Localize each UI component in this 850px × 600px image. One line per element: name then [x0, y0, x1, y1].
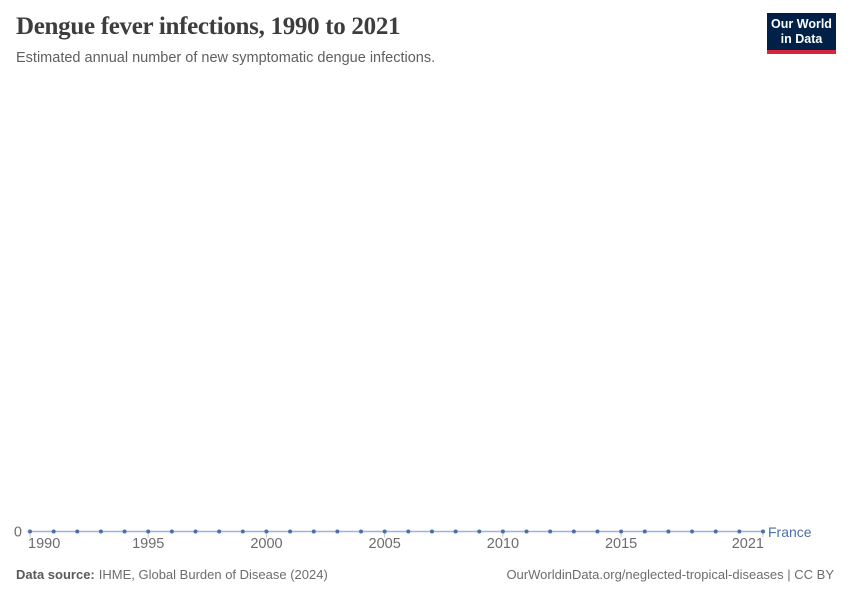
- credit-link[interactable]: OurWorldinData.org/neglected-tropical-di…: [506, 567, 834, 582]
- x-tick-label: 2005: [369, 536, 401, 552]
- owid-logo-line2: in Data: [780, 32, 823, 46]
- data-point-marker: [169, 529, 174, 534]
- data-point-marker: [28, 529, 32, 534]
- owid-logo[interactable]: Our World in Data: [767, 13, 836, 54]
- data-point-marker: [51, 529, 56, 534]
- data-point-marker: [737, 529, 742, 534]
- x-tick-label: 2000: [250, 536, 282, 552]
- data-point-marker: [193, 529, 198, 534]
- data-point-marker: [619, 529, 624, 534]
- data-point-marker: [98, 529, 103, 534]
- data-point-marker: [477, 529, 482, 534]
- data-point-marker: [453, 529, 458, 534]
- data-point-marker: [335, 529, 340, 534]
- data-point-marker: [359, 529, 364, 534]
- data-point-marker: [406, 529, 411, 534]
- data-point-marker: [500, 529, 505, 534]
- x-tick-label: 2015: [605, 536, 637, 552]
- data-point-marker: [429, 529, 434, 534]
- x-tick-label: 2010: [487, 536, 519, 552]
- data-point-marker: [524, 529, 529, 534]
- data-source: Data source: IHME, Global Burden of Disea…: [16, 567, 328, 582]
- data-point-marker: [713, 529, 718, 534]
- x-tick-label: 1995: [132, 536, 164, 552]
- data-point-marker: [288, 529, 293, 534]
- data-point-marker: [146, 529, 151, 534]
- series-label[interactable]: France: [768, 524, 812, 540]
- data-point-marker: [548, 529, 553, 534]
- data-point-marker: [595, 529, 600, 534]
- y-tick-label: 0: [14, 525, 22, 541]
- chart-footer: Data source: IHME, Global Burden of Disea…: [16, 567, 834, 582]
- data-source-label: Data source:: [16, 567, 95, 582]
- data-point-marker: [217, 529, 222, 534]
- data-point-marker: [264, 529, 269, 534]
- chart-title: Dengue fever infections, 1990 to 2021: [16, 13, 401, 40]
- data-point-marker: [571, 529, 576, 534]
- data-point-marker: [761, 529, 765, 534]
- data-point-marker: [690, 529, 695, 534]
- data-point-marker: [240, 529, 245, 534]
- data-point-marker: [666, 529, 671, 534]
- data-point-marker: [311, 529, 316, 534]
- data-source-value: IHME, Global Burden of Disease (2024): [98, 567, 328, 582]
- data-point-marker: [75, 529, 80, 534]
- owid-logo-line1: Our World: [771, 17, 832, 31]
- chart-subtitle: Estimated annual number of new symptomat…: [16, 50, 436, 66]
- x-tick-label: 2021: [732, 536, 764, 552]
- data-point-marker: [122, 529, 127, 534]
- x-tick-label: 1990: [28, 536, 60, 552]
- data-point-marker: [382, 529, 387, 534]
- data-point-marker: [642, 529, 647, 534]
